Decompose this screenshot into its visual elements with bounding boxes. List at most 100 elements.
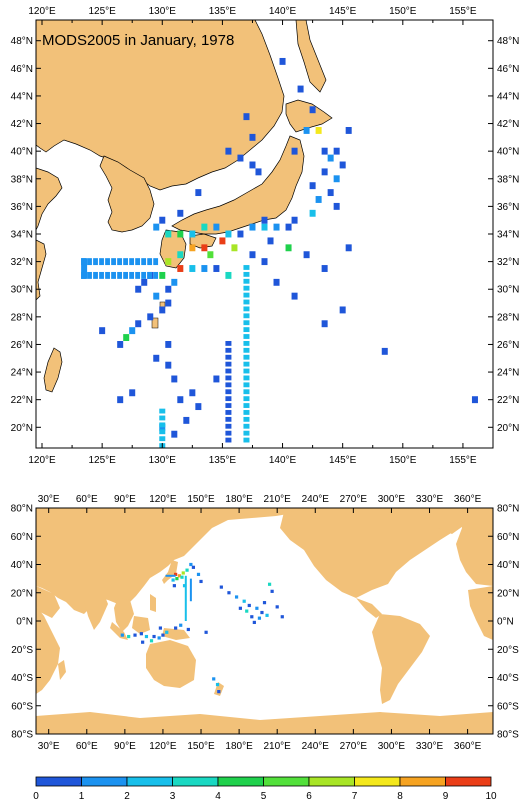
track-cell	[189, 578, 192, 602]
data-cell	[165, 630, 169, 634]
data-cell	[152, 634, 156, 639]
track-cell	[225, 410, 232, 415]
lon-tick-label: 125°E	[88, 455, 116, 466]
data-cell	[196, 572, 201, 576]
honshu	[171, 135, 305, 235]
colorbar-segment	[354, 776, 401, 787]
lat-tick-label: 26°N	[11, 340, 33, 351]
lat-tick-label: 48°N	[11, 36, 33, 47]
data-cell	[117, 396, 124, 404]
lon-tick-label: 130°E	[149, 6, 177, 17]
lon-tick-label: 270°E	[340, 494, 368, 505]
data-cell	[180, 575, 184, 579]
lon-tick-label: 180°E	[225, 494, 253, 505]
colorbar-segment	[399, 776, 446, 787]
data-cell	[261, 216, 268, 224]
data-cell	[321, 147, 328, 155]
track-cell	[225, 354, 232, 360]
china-east	[36, 239, 47, 301]
lon-tick-label: 300°E	[378, 494, 406, 505]
track-cell	[225, 437, 232, 443]
data-cell	[147, 313, 154, 321]
data-cell	[381, 347, 388, 355]
track-cell	[225, 382, 232, 388]
data-cell	[159, 306, 166, 314]
lat-tick-label: 48°N	[497, 36, 519, 47]
lon-tick-label: 120°E	[28, 455, 56, 466]
data-cell	[273, 278, 280, 286]
data-cell	[165, 299, 172, 307]
data-cell	[225, 271, 232, 279]
greenland	[428, 508, 470, 534]
track-cell	[147, 258, 153, 266]
sakhalin	[295, 20, 327, 93]
lat-tick-label: 34°N	[497, 230, 519, 241]
data-cell	[257, 616, 262, 620]
lat-tick-label: 34°N	[11, 230, 33, 241]
track-cell	[159, 408, 166, 414]
colorbar-segment	[445, 776, 492, 787]
lon-tick-label: 270°E	[340, 741, 368, 752]
africa	[36, 606, 60, 694]
track-cell	[243, 299, 250, 305]
data-cell	[261, 258, 268, 266]
data-cell	[291, 216, 298, 224]
data-cell	[280, 615, 284, 619]
mainland-asia	[36, 20, 285, 191]
data-cell	[225, 147, 232, 155]
madagascar	[58, 660, 66, 680]
data-cell	[186, 627, 190, 632]
track-cell	[117, 271, 122, 279]
track-cell	[243, 375, 250, 381]
lon-tick-label: 145°E	[329, 455, 357, 466]
track-cell	[111, 258, 116, 266]
new-guinea	[162, 628, 190, 640]
track-cell	[243, 437, 250, 443]
data-cell	[291, 147, 298, 155]
lat-tick-label: 44°N	[497, 91, 519, 102]
track-cell	[225, 389, 232, 395]
regional-map: MODS2005 in January, 1978 120°E 120°E 125°…	[11, 6, 520, 466]
data-cell	[345, 127, 352, 134]
data-cell	[303, 251, 310, 259]
data-cell	[231, 244, 238, 252]
lon-tick-label: 135°E	[209, 455, 237, 466]
data-cell	[275, 605, 279, 609]
lat-tick-label: 24°N	[11, 368, 33, 379]
track-cell	[243, 416, 250, 422]
lon-tick-label: 330°E	[416, 494, 444, 505]
colorbar-tick-label: 2	[124, 791, 130, 802]
track-cell	[129, 271, 135, 279]
lon-tick-label: 240°E	[302, 741, 330, 752]
track-cell	[159, 436, 166, 442]
track-cell	[225, 347, 232, 353]
data-cell	[171, 430, 178, 438]
lon-tick-label: 120°E	[149, 494, 177, 505]
data-cell	[179, 623, 183, 627]
global-land	[36, 508, 493, 734]
data-cell	[177, 230, 184, 238]
track-cell	[243, 403, 250, 408]
data-cell	[291, 292, 298, 300]
track-cell	[243, 313, 250, 319]
colorbar-segment	[217, 776, 264, 787]
track-cell	[225, 423, 232, 429]
data-cell	[177, 265, 184, 272]
data-cell	[270, 589, 274, 593]
track-cell	[99, 271, 104, 279]
lat-tick-label: 60°S	[497, 701, 519, 712]
data-cell	[158, 626, 163, 630]
lon-tick-label: 210°E	[264, 741, 292, 752]
lat-tick-label: 38°N	[497, 174, 519, 185]
data-cell	[195, 403, 202, 411]
global-map: 30°E 30°E 60°E 60°E 90°E 90°E 120°E 120°E 150°E 1…	[11, 494, 520, 752]
china-coast-south	[36, 167, 63, 231]
arabia	[36, 586, 60, 618]
lat-tick-label: 0°N	[497, 617, 514, 628]
lon-tick-label: 155°E	[449, 6, 477, 17]
lon-tick-label: 180°E	[225, 741, 253, 752]
track-cell	[117, 258, 122, 266]
colorbar-tick-label: 7	[352, 791, 358, 802]
data-cell	[141, 278, 148, 286]
